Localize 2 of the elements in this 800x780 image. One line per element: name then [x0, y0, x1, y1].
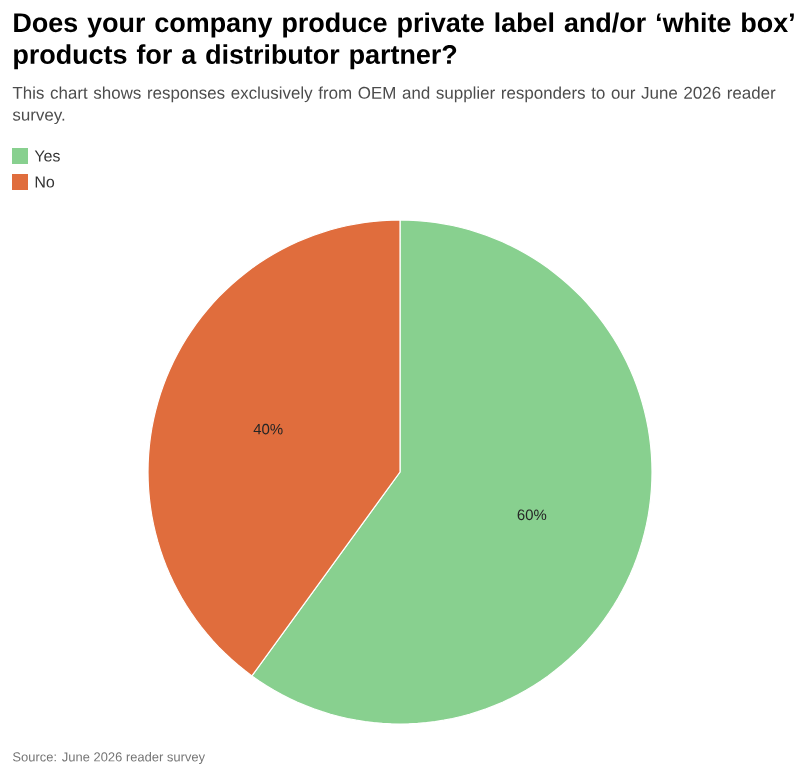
chart-subtitle: This chart shows responses exclusively from OEM and supplier responders to our June 2026 reader survey.: [12, 86, 776, 125]
chart-title: Does your company produce private label and/or ‘white box’ products for a distributor partner?: [14, 12, 794, 70]
